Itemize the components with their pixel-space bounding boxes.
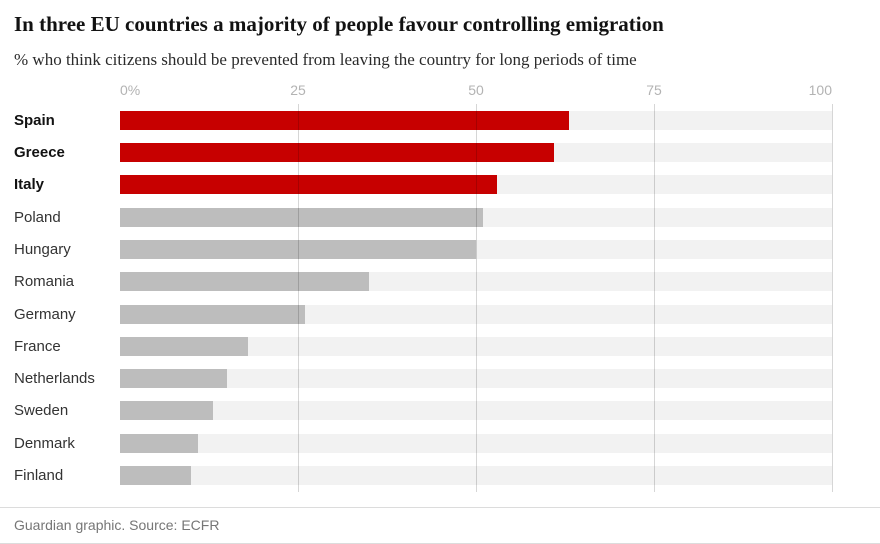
- bar-track: [120, 336, 832, 356]
- chart-row: Romania: [0, 266, 880, 298]
- bar: [120, 369, 227, 389]
- country-label: Spain: [14, 111, 55, 129]
- axis-tick-label: 0%: [120, 82, 141, 99]
- chart-row: Denmark: [0, 427, 880, 459]
- bar: [120, 304, 306, 324]
- axis-tick-label: 50: [468, 82, 484, 99]
- x-axis: 0% 25 50 75 100: [120, 82, 832, 104]
- country-label: Italy: [14, 176, 45, 194]
- chart-row: Sweden: [0, 395, 880, 427]
- bar-track: [120, 175, 832, 195]
- chart-row: Poland: [0, 201, 880, 233]
- country-label: Finland: [14, 467, 64, 485]
- axis-tick-label: 100: [808, 82, 832, 99]
- chart-row: Germany: [0, 298, 880, 330]
- country-label: Romania: [14, 273, 75, 291]
- country-label: Sweden: [14, 402, 69, 420]
- country-label: Denmark: [14, 434, 75, 452]
- country-label: Germany: [14, 305, 76, 323]
- chart-subtitle: % who think citizens should be prevented…: [14, 50, 637, 70]
- bar-track: [120, 272, 832, 292]
- country-label: France: [14, 337, 61, 355]
- bar-track: [120, 433, 832, 453]
- chart-row: Italy: [0, 169, 880, 201]
- axis-tick-label: 75: [646, 82, 662, 99]
- axis-tick-label: 25: [290, 82, 306, 99]
- chart-row: Greece: [0, 136, 880, 168]
- bar: [120, 433, 199, 453]
- bar: [120, 401, 213, 421]
- country-label: Hungary: [14, 240, 71, 258]
- country-label: Greece: [14, 144, 65, 162]
- country-label: Poland: [14, 208, 61, 226]
- bar: [120, 466, 192, 486]
- bar-chart: 0% 25 50 75 100 Spain Greece Italy Poland Hungar…: [0, 82, 880, 492]
- bar: [120, 110, 569, 130]
- bar-track: [120, 304, 832, 324]
- country-label: Netherlands: [14, 370, 95, 388]
- bar-track: [120, 369, 832, 389]
- chart-row: Netherlands: [0, 363, 880, 395]
- bar: [120, 239, 476, 259]
- bar: [120, 143, 555, 163]
- bar-track: [120, 207, 832, 227]
- chart-rows-wrap: Spain Greece Italy Poland Hungary Romania Germ…: [0, 104, 880, 492]
- chart-row: Hungary: [0, 233, 880, 265]
- chart-rows: Spain Greece Italy Poland Hungary Romania Germ…: [0, 104, 880, 492]
- bar-track: [120, 239, 832, 259]
- bar: [120, 336, 249, 356]
- chart-row: Finland: [0, 459, 880, 491]
- chart-row: France: [0, 330, 880, 362]
- bar: [120, 175, 498, 195]
- chart-title: In three EU countries a majority of peop…: [14, 12, 664, 36]
- bar-track: [120, 110, 832, 130]
- source-credit: Guardian graphic. Source: ECFR: [0, 507, 880, 544]
- bar: [120, 207, 484, 227]
- bar-track: [120, 401, 832, 421]
- bar-track: [120, 143, 832, 163]
- bar: [120, 272, 370, 292]
- bar-track: [120, 466, 832, 486]
- chart-row: Spain: [0, 104, 880, 136]
